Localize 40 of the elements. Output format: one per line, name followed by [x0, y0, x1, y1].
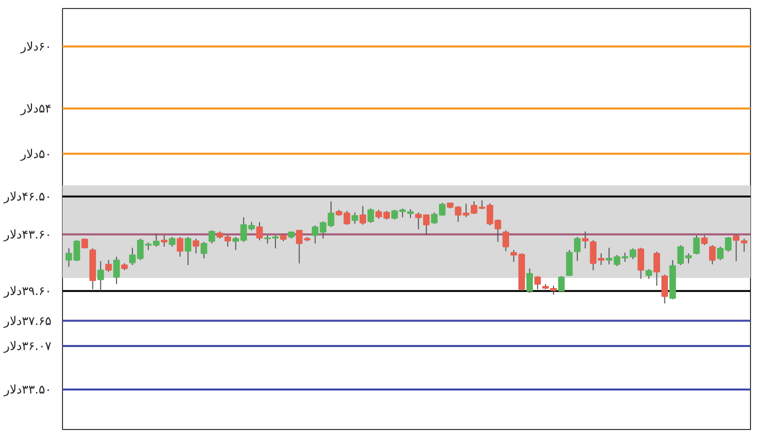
candlestick: [701, 234, 708, 246]
candlestick: [558, 276, 565, 292]
y-tick-label: ۴۶.۵۰دلار: [2, 190, 52, 204]
candlestick: [176, 236, 184, 258]
y-tick-label: ۳۳.۵۰دلار: [2, 382, 52, 397]
candlestick: [113, 256, 120, 285]
candlestick: [502, 230, 510, 252]
y-tick-label: ۵۴دلار: [20, 102, 52, 116]
candlestick: [352, 212, 358, 224]
candlestick: [367, 208, 374, 224]
candlestick: [256, 222, 263, 241]
candlestick: [693, 234, 700, 255]
candlestick: [208, 230, 216, 244]
candlestick: [740, 238, 748, 252]
candlestick: [653, 251, 660, 286]
y-tick-label: ۳۷.۶۵دلار: [2, 314, 52, 328]
candlestick: [709, 244, 716, 265]
y-tick-label: ۳۹.۶۰دلار: [2, 284, 52, 298]
candlestick: [360, 205, 366, 226]
y-tick-label: ۶۰دلار: [20, 39, 52, 54]
candlestick: [160, 234, 168, 248]
candlestick: [638, 247, 644, 280]
candlestick: [661, 274, 668, 304]
candlestick: [574, 236, 581, 262]
candlestick: [582, 230, 589, 249]
candlestick: [192, 238, 200, 254]
candlestick: [81, 238, 88, 249]
candlestick: [105, 260, 112, 272]
candlestick: [97, 260, 104, 292]
candlestick: [566, 250, 573, 277]
candlestick: [732, 234, 740, 262]
candlestick: [200, 241, 208, 259]
candlestick: [526, 268, 533, 294]
y-tick-label: ۳۶.۰۷دلار: [2, 339, 52, 354]
candlestick: [534, 276, 541, 290]
y-tick-label: ۵۰دلار: [20, 146, 52, 161]
y-tick-label: ۴۳.۶۰دلار: [2, 227, 52, 242]
candlestick: [168, 236, 176, 248]
candlestick: [184, 236, 192, 266]
candlestick: [646, 268, 652, 280]
